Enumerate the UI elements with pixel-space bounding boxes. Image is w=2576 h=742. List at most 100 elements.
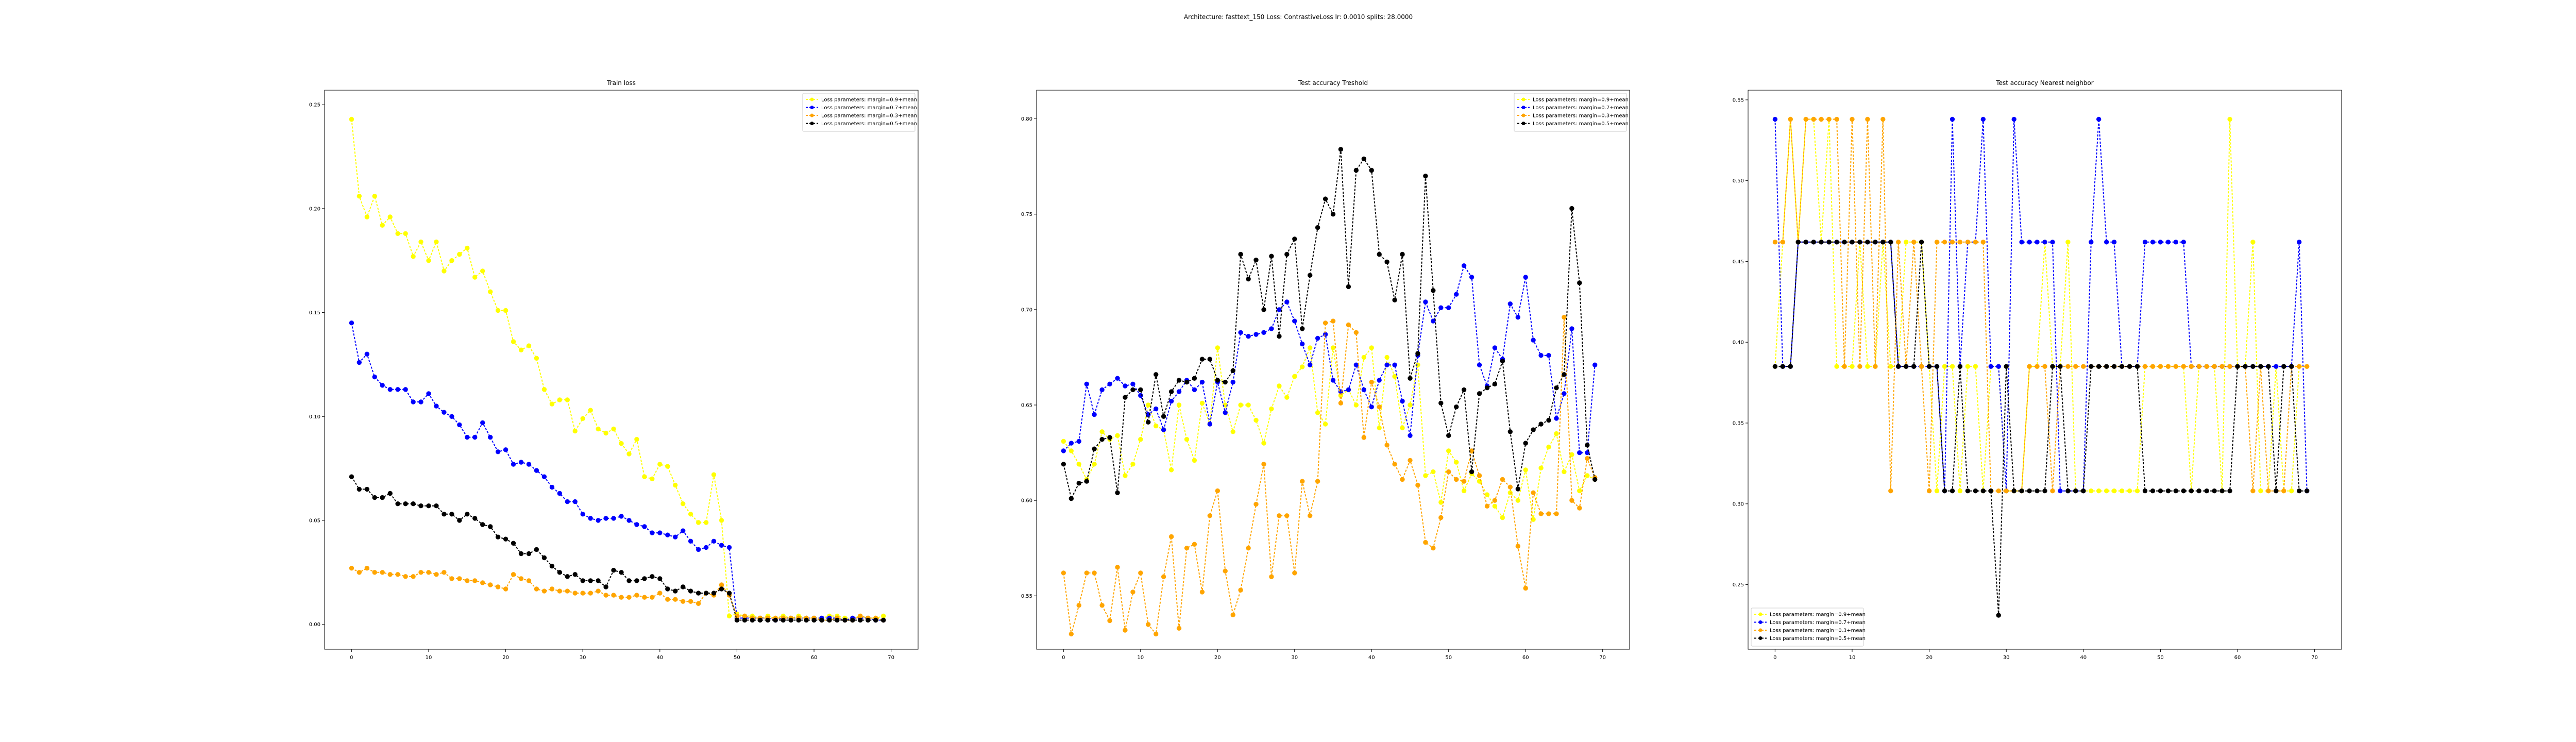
data-point-orange [1857,364,1862,369]
x-tick-label: 30 [2003,655,2010,661]
data-point-black [788,617,793,623]
data-point-orange [495,584,501,589]
data-point-blue [1438,305,1444,310]
data-point-blue [2011,116,2016,122]
data-point-blue [349,321,354,326]
data-point-blue [1061,448,1066,453]
series-line-blue [351,323,884,621]
data-point-black [765,617,771,623]
data-point-black [1523,441,1528,446]
data-point-black [866,617,871,623]
data-point-black [526,551,532,556]
data-point-orange [2250,488,2256,494]
data-point-orange [1888,488,1893,494]
data-point-yellow [1076,462,1081,467]
data-point-black [796,617,801,623]
x-tick-label: 70 [888,655,894,661]
data-point-orange [472,578,478,583]
data-point-yellow [2289,488,2294,494]
data-point-black [2266,364,2271,369]
data-point-yellow [442,268,447,274]
data-point-black [1107,435,1112,440]
data-point-black [1315,225,1320,230]
series-line-black [1063,149,1596,500]
data-point-black [1795,240,1801,245]
data-point-orange [1215,488,1221,494]
data-point-yellow [2134,488,2140,494]
data-point-orange [1315,479,1320,484]
data-point-black [804,617,809,623]
data-point-orange [1300,479,1305,484]
data-point-black [1957,364,1963,369]
data-point-orange [619,595,624,600]
data-point-black [1538,421,1544,427]
data-point-orange [611,593,616,598]
data-point-black [465,512,470,517]
data-point-yellow [1168,467,1174,473]
data-point-yellow [681,501,686,507]
data-point-orange [1446,469,1451,475]
legend-marker-blue [810,106,814,109]
data-point-orange [2065,364,2071,369]
data-point-orange [403,574,408,579]
y-tick-label: 0.10 [309,414,320,420]
data-point-orange [1919,364,1924,369]
data-point-black [657,576,663,581]
data-point-orange [1069,631,1074,637]
legend-label: Loss parameters: margin=0.7+mean [1770,620,1866,626]
data-point-black [1154,372,1159,377]
data-point-orange [1507,484,1513,490]
data-point-blue [650,530,655,535]
data-point-black [2089,364,2094,369]
data-point-orange [1061,570,1066,576]
data-point-orange [511,572,516,577]
data-point-black [411,501,416,507]
chart-3: Test accuracy Nearest neighbor 0 10 20 30 40 5… [1733,79,2342,661]
data-point-yellow [696,520,701,525]
data-point-blue [572,499,578,504]
legend-box [1514,93,1627,132]
data-point-orange [1772,240,1778,245]
data-point-orange [2189,364,2194,369]
data-point-yellow [418,239,423,245]
data-point-black [349,474,354,479]
data-point-yellow [1308,345,1313,350]
data-point-orange [1834,116,1839,122]
data-point-orange [1965,240,1971,245]
data-point-blue [511,462,516,467]
data-point-blue [1069,441,1074,446]
data-point-blue [1446,305,1451,310]
data-point-black [426,503,431,509]
data-point-black [1076,481,1081,486]
data-point-black [2042,488,2047,494]
data-point-black [1161,414,1166,419]
data-point-blue [1284,299,1290,305]
data-point-orange [372,570,377,575]
data-point-orange [2165,364,2171,369]
data-point-blue [1384,362,1389,367]
data-point-black [2019,488,2024,494]
legend-label: Loss parameters: margin=0.3+mean [821,113,917,119]
data-point-blue [580,512,585,517]
data-point-blue [2165,240,2171,245]
data-point-orange [1803,116,1808,122]
data-point-black [742,617,748,623]
data-point-orange [426,570,431,575]
data-point-orange [681,599,686,604]
y-tick-label: 0.75 [1021,212,1032,217]
data-point-black [1469,469,1475,475]
data-point-black [1919,240,1924,245]
data-point-blue [2111,240,2117,245]
data-point-yellow [688,512,693,517]
data-point-black [1099,437,1105,442]
data-point-orange [1577,505,1582,511]
data-point-black [1192,376,1197,381]
data-point-black [1300,326,1305,331]
data-point-yellow [719,518,724,523]
data-point-yellow [549,401,555,407]
data-point-orange [565,588,570,594]
data-point-blue [449,414,454,419]
data-point-black [1184,379,1190,385]
data-point-black [1400,251,1405,257]
data-point-yellow [1215,345,1221,350]
